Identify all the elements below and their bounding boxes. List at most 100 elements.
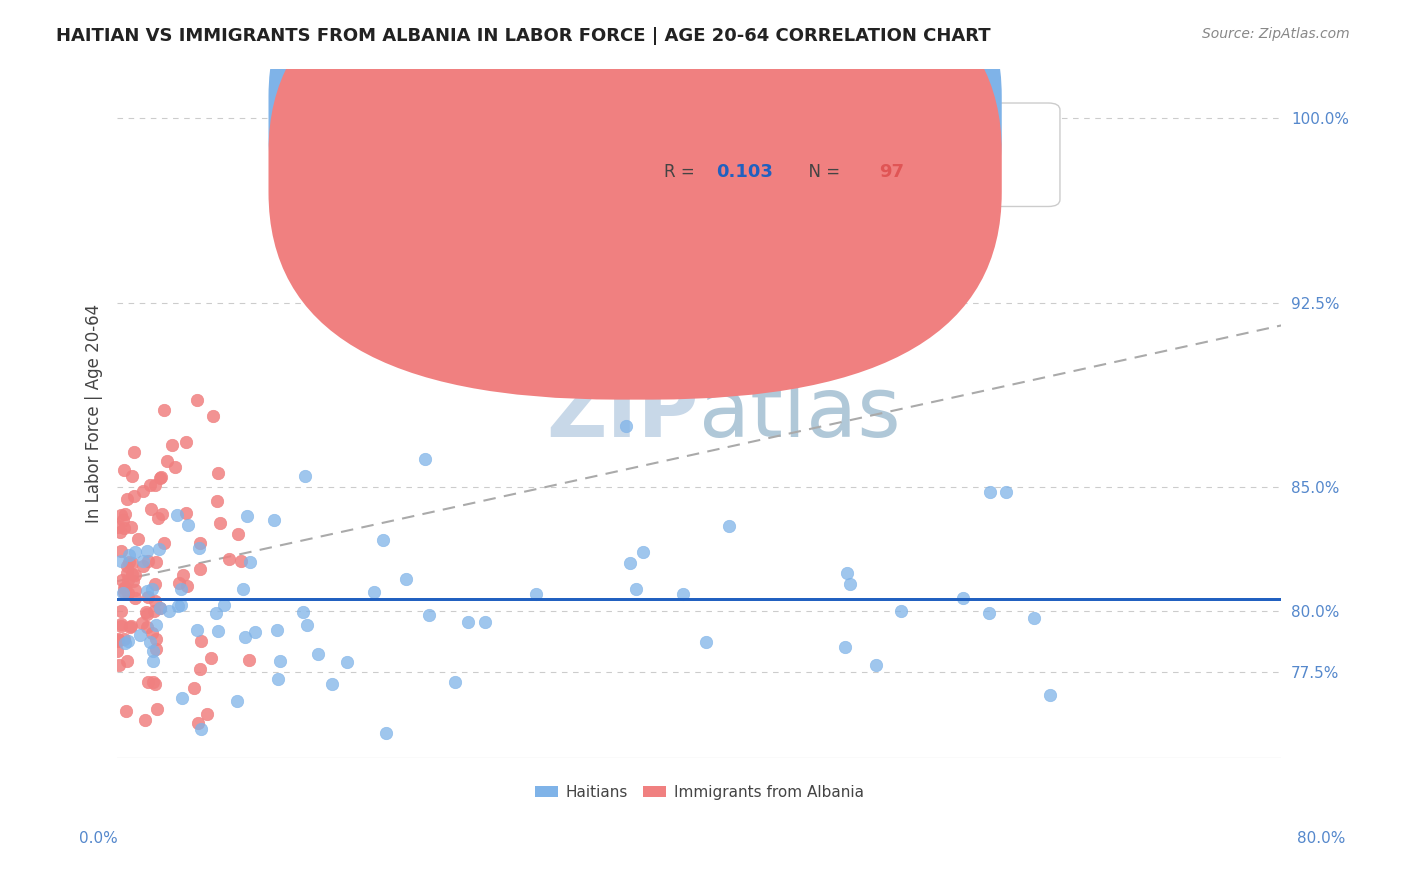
Immigrants from Albania (145, 641, 167, 656)
Immigrants from Albania (121, 468, 143, 483)
Haitians (142, 654, 165, 668)
Haitians (1022, 611, 1045, 625)
Immigrants from Albania (115, 566, 138, 581)
Immigrants from Albania (115, 705, 138, 719)
Haitians (124, 544, 146, 558)
Immigrants from Albania (143, 676, 166, 690)
Haitians (190, 723, 212, 737)
FancyBboxPatch shape (269, 0, 1001, 400)
Haitians (132, 554, 155, 568)
Immigrants from Albania (229, 554, 252, 568)
Immigrants from Albania (145, 632, 167, 647)
Immigrants from Albania (112, 584, 135, 599)
Immigrants from Albania (207, 466, 229, 480)
Immigrants from Albania (131, 616, 153, 631)
Immigrants from Albania (188, 662, 211, 676)
Immigrants from Albania (135, 620, 157, 634)
Text: R =: R = (664, 163, 700, 181)
Immigrants from Albania (112, 581, 135, 595)
Immigrants from Albania (110, 619, 132, 633)
Haitians (135, 544, 157, 558)
Immigrants from Albania (172, 568, 194, 582)
Haitians (112, 586, 135, 600)
Haitians (1039, 688, 1062, 702)
Immigrants from Albania (226, 527, 249, 541)
Haitians (374, 726, 396, 740)
Immigrants from Albania (110, 574, 132, 588)
Immigrants from Albania (115, 491, 138, 506)
Haitians (139, 635, 162, 649)
Haitians (166, 599, 188, 613)
Immigrants from Albania (145, 555, 167, 569)
Haitians (979, 485, 1001, 500)
Immigrants from Albania (114, 507, 136, 521)
Haitians (149, 600, 172, 615)
Haitians (172, 691, 194, 706)
Haitians (169, 598, 191, 612)
Text: N =: N = (799, 108, 845, 126)
Text: N =: N = (799, 163, 845, 181)
Immigrants from Albania (195, 706, 218, 721)
Haitians (371, 533, 394, 547)
Haitians (671, 586, 693, 600)
Haitians (266, 672, 288, 686)
Haitians (263, 513, 285, 527)
Immigrants from Albania (186, 392, 208, 407)
Immigrants from Albania (112, 463, 135, 477)
Immigrants from Albania (146, 701, 169, 715)
Haitians (166, 508, 188, 522)
Immigrants from Albania (202, 409, 225, 424)
Haitians (839, 577, 862, 591)
FancyBboxPatch shape (269, 0, 1001, 344)
Immigrants from Albania (117, 654, 139, 668)
Haitians (207, 624, 229, 639)
Haitians (291, 606, 314, 620)
Immigrants from Albania (142, 604, 165, 618)
Immigrants from Albania (120, 618, 142, 632)
Haitians (626, 582, 648, 597)
Haitians (141, 582, 163, 596)
Immigrants from Albania (163, 460, 186, 475)
Haitians (413, 451, 436, 466)
Haitians (145, 617, 167, 632)
Haitians (245, 625, 267, 640)
Immigrants from Albania (138, 477, 160, 491)
Immigrants from Albania (121, 556, 143, 570)
Haitians (977, 606, 1000, 620)
Immigrants from Albania (188, 562, 211, 576)
Immigrants from Albania (110, 543, 132, 558)
Immigrants from Albania (190, 634, 212, 648)
Haitians (169, 582, 191, 596)
Haitians (474, 615, 496, 629)
Immigrants from Albania (110, 508, 132, 523)
Haitians (717, 518, 740, 533)
Immigrants from Albania (141, 626, 163, 640)
Immigrants from Albania (153, 403, 176, 417)
Haitians (236, 509, 259, 524)
Haitians (321, 677, 343, 691)
Immigrants from Albania (135, 607, 157, 621)
Text: Source: ZipAtlas.com: Source: ZipAtlas.com (1202, 27, 1350, 41)
Immigrants from Albania (107, 520, 129, 534)
Haitians (212, 599, 235, 613)
Immigrants from Albania (183, 681, 205, 695)
Immigrants from Albania (110, 617, 132, 632)
Immigrants from Albania (156, 454, 179, 468)
Haitians (176, 517, 198, 532)
Haitians (890, 604, 912, 618)
Immigrants from Albania (105, 644, 128, 658)
Haitians (118, 548, 141, 562)
Immigrants from Albania (114, 581, 136, 595)
Haitians (129, 628, 152, 642)
Haitians (865, 657, 887, 672)
Immigrants from Albania (122, 489, 145, 503)
Text: 97: 97 (880, 163, 904, 181)
Haitians (188, 541, 211, 555)
Haitians (952, 591, 974, 605)
Haitians (271, 765, 294, 780)
Haitians (186, 623, 208, 637)
Haitians (135, 583, 157, 598)
Immigrants from Albania (127, 532, 149, 546)
Immigrants from Albania (117, 573, 139, 587)
Immigrants from Albania (110, 525, 132, 540)
